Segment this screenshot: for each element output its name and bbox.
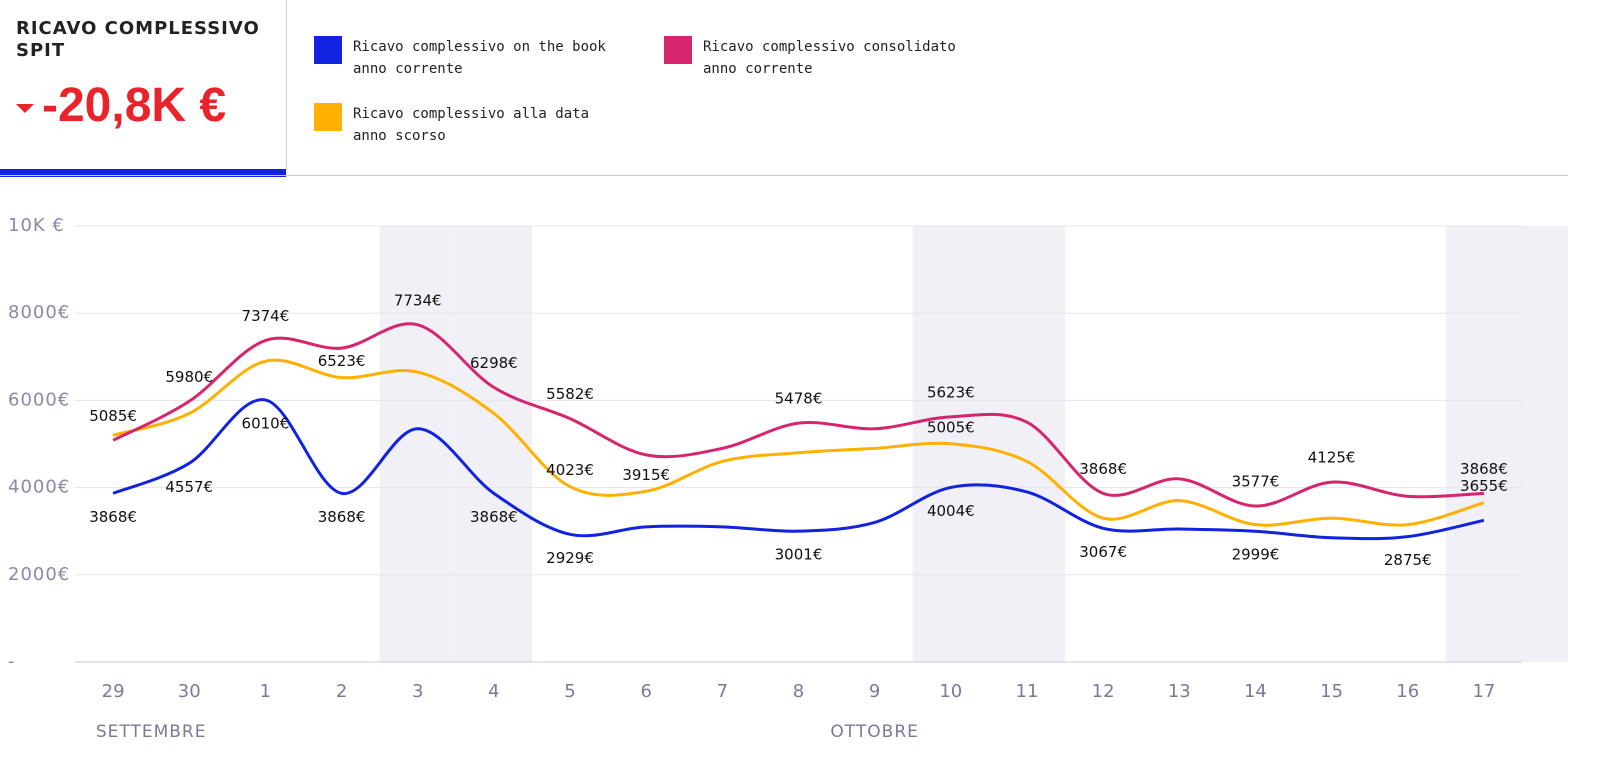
data-label: 3655€ — [1460, 477, 1508, 495]
y-tick-label: 8000€ — [8, 302, 70, 323]
x-tick-label: 3 — [412, 681, 423, 702]
x-tick-label: 8 — [793, 681, 804, 702]
data-label: 2999€ — [1232, 546, 1280, 564]
data-label: 4557€ — [165, 478, 213, 496]
data-label: 5478€ — [775, 390, 823, 408]
data-label: 5623€ — [927, 383, 975, 401]
separator — [0, 175, 1568, 176]
x-tick-label: 13 — [1168, 681, 1191, 702]
legend-swatch — [664, 36, 692, 64]
kpi-value: -20,8K € — [42, 79, 227, 132]
x-tick-label: 10 — [939, 681, 962, 702]
data-label: 3868€ — [1079, 460, 1127, 478]
data-label: 3001€ — [775, 546, 823, 564]
x-tick-label: 6 — [640, 681, 651, 702]
data-label: 3577€ — [1232, 473, 1280, 491]
legend-label: Ricavo complessivo alla data anno scorso — [353, 106, 590, 144]
active-tab-bar — [0, 169, 286, 177]
y-tick-label: 2000€ — [8, 564, 70, 585]
legend-item[interactable]: Ricavo complessivo alla data anno scorso — [314, 103, 623, 147]
legend-label: Ricavo complessivo consolidato anno corr… — [703, 39, 956, 77]
x-tick-label: 12 — [1092, 681, 1115, 702]
legend-item[interactable]: Ricavo complessivo on the book anno corr… — [314, 36, 623, 80]
data-label: 3868€ — [318, 508, 366, 526]
y-tick-label: 10K € — [8, 215, 65, 236]
series-line — [112, 358, 1485, 527]
x-tick-label: 1 — [260, 681, 271, 702]
data-label: 5582€ — [546, 385, 594, 403]
x-tick-label: 29 — [102, 681, 125, 702]
x-tick-label: 7 — [717, 681, 728, 702]
data-label: 2929€ — [546, 549, 594, 567]
data-label: 7734€ — [394, 291, 442, 309]
data-label: 4004€ — [927, 502, 975, 520]
y-tick-label: 4000€ — [8, 477, 70, 498]
x-tick-label: 15 — [1320, 681, 1343, 702]
kpi-title: RICAVO COMPLESSIVO SPIT — [16, 18, 260, 61]
weekend-band — [1445, 226, 1568, 662]
legend-item[interactable]: Ricavo complessivo consolidato anno corr… — [664, 36, 973, 80]
data-label: 6523€ — [318, 352, 366, 370]
data-label: 5085€ — [89, 407, 137, 425]
y-tick-label: 6000€ — [8, 389, 70, 410]
data-label: 6298€ — [470, 354, 518, 372]
y-tick-label: - — [8, 651, 16, 672]
data-label: 4023€ — [546, 461, 594, 479]
x-tick-label: 11 — [1016, 681, 1039, 702]
series-line — [112, 322, 1484, 508]
x-tick-label: 9 — [869, 681, 880, 702]
legend-label: Ricavo complessivo on the book anno corr… — [353, 39, 606, 77]
data-label: 3868€ — [1460, 460, 1508, 478]
weekend-band — [455, 226, 532, 662]
x-tick-label: 17 — [1472, 681, 1495, 702]
data-label: 3868€ — [89, 508, 137, 526]
x-tick-label: 30 — [178, 681, 201, 702]
kpi-value-box: -20,8K € — [16, 78, 226, 133]
x-tick-label: 14 — [1244, 681, 1267, 702]
legend-swatch — [314, 36, 342, 64]
data-label: 5980€ — [165, 368, 213, 386]
series-line — [112, 398, 1485, 541]
x-tick-label: 16 — [1396, 681, 1419, 702]
x-tick-label: 4 — [488, 681, 499, 702]
data-label: 4125€ — [1308, 449, 1356, 467]
weekend-band — [379, 226, 456, 662]
down-indicator — [16, 103, 34, 113]
month-label: OTTOBRE — [830, 722, 918, 742]
data-label: 6010€ — [242, 414, 290, 432]
data-label: 3915€ — [622, 466, 670, 484]
data-label: 7374€ — [242, 307, 290, 325]
data-label: 3067€ — [1079, 543, 1127, 561]
data-label: 3868€ — [470, 508, 518, 526]
data-label: 2875€ — [1384, 551, 1432, 569]
x-tick-label: 5 — [564, 681, 575, 702]
kpi-panel: RICAVO COMPLESSIVO SPIT -20,8K € — [0, 0, 287, 170]
legend-swatch — [314, 103, 342, 131]
x-tick-label: 2 — [336, 681, 347, 702]
month-label: SETTEMBRE — [96, 722, 207, 742]
data-label: 5005€ — [927, 418, 975, 436]
